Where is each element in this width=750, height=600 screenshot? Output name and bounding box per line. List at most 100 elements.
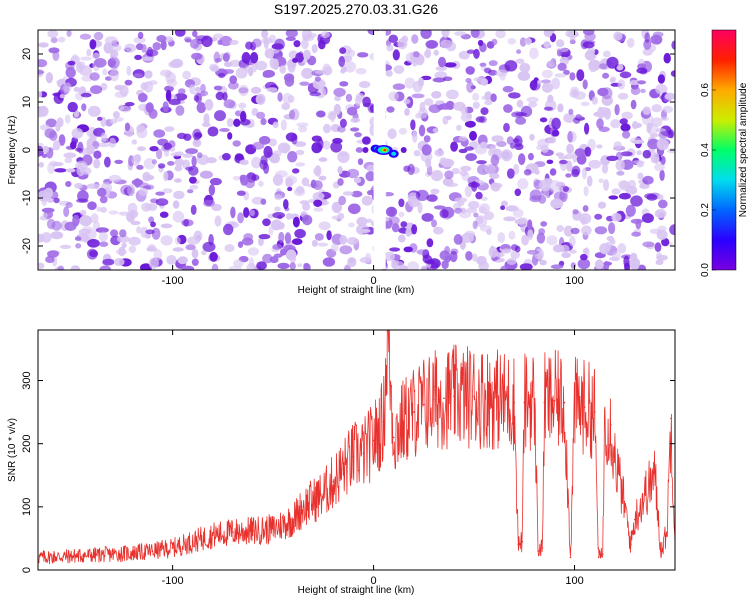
spectrogram-cell xyxy=(203,113,210,125)
spectrogram-cell xyxy=(268,138,277,147)
spectrogram-cell xyxy=(440,39,453,49)
snr-data-point xyxy=(252,530,254,532)
spectrogram-cell xyxy=(488,69,498,76)
spectrogram-cell xyxy=(201,250,207,256)
spectrogram-cell xyxy=(639,183,650,190)
spectrogram-cell xyxy=(159,211,169,218)
spectrogram-cell xyxy=(563,69,570,75)
spectrogram-cell xyxy=(89,250,98,258)
spectrogram-cell xyxy=(565,173,572,178)
spectrogram-cell xyxy=(354,132,362,138)
spectrogram-cell xyxy=(557,103,564,113)
spectrogram-cell xyxy=(294,228,306,239)
snr-data-point xyxy=(543,401,546,404)
spectrogram-cell xyxy=(248,257,255,269)
spectrogram-cell xyxy=(302,214,313,226)
spectrogram-cell xyxy=(421,144,432,156)
spectrogram-cell xyxy=(423,135,431,143)
spectrogram-cell xyxy=(303,262,310,269)
spectrogram-cell xyxy=(214,110,226,122)
snr-data-point xyxy=(583,406,586,408)
spectrogram-cell xyxy=(655,259,664,265)
spectrogram-cell xyxy=(70,265,80,270)
spectrogram-cell xyxy=(277,262,290,270)
spectrogram-cell xyxy=(313,199,323,207)
spectrogram-cell xyxy=(510,244,519,251)
spectrogram-cell xyxy=(468,181,480,188)
snr-data-point xyxy=(362,452,365,455)
spectrogram-cell xyxy=(632,120,639,130)
spectrogram-cell xyxy=(642,106,651,115)
spectrogram-cell xyxy=(163,171,169,182)
spectrogram-cell xyxy=(559,244,570,253)
spectrogram-cell xyxy=(547,94,554,104)
spectrogram-cell xyxy=(151,159,157,165)
spectrogram-cell xyxy=(331,243,339,253)
spectrogram-cell xyxy=(424,49,432,59)
spectrogram-cell xyxy=(408,195,420,208)
spectrogram-cell xyxy=(41,198,47,207)
spectrogram-cell xyxy=(434,71,448,80)
spectrogram-cell xyxy=(54,168,67,173)
spectrogram-cell xyxy=(501,248,512,254)
spectrogram-cell xyxy=(508,92,521,99)
spectrogram-cell xyxy=(584,122,590,135)
spectrogram-cell xyxy=(301,38,309,50)
spectrogram-cell xyxy=(617,79,625,90)
spectrogram-cell xyxy=(124,102,135,107)
spectrogram-cell xyxy=(484,100,493,106)
spectrogram-cell xyxy=(271,43,284,50)
spectrogram-cell xyxy=(581,167,588,180)
spectrogram-cell xyxy=(351,190,363,198)
spectrogram-cell xyxy=(495,252,505,258)
spectrogram-cell xyxy=(318,157,328,162)
spectrogram-cell xyxy=(89,72,100,81)
spectrogram-cell xyxy=(144,204,158,210)
spectrogram-cell xyxy=(596,144,603,149)
spectrogram-cell xyxy=(622,130,631,139)
spectrogram-cell xyxy=(568,108,574,115)
snr-plot-area xyxy=(38,330,675,565)
spectrogram-cell xyxy=(86,144,95,155)
spectrogram-cell xyxy=(162,188,173,194)
spectrogram-cell xyxy=(292,168,300,174)
spectrogram-cell xyxy=(330,141,343,153)
spectrogram-cell xyxy=(465,66,475,75)
spectrogram-cell xyxy=(347,257,357,268)
spectrogram-cell xyxy=(503,122,510,133)
spectrogram-cell xyxy=(148,80,158,86)
spectrogram-cell xyxy=(480,196,488,201)
spectrogram-cell xyxy=(465,153,477,162)
spectrogram-cell xyxy=(539,259,547,266)
spectrogram-cell xyxy=(266,87,278,93)
spectrogram-cell xyxy=(272,243,283,250)
spectrogram-cell xyxy=(196,102,207,114)
spectrogram-cell xyxy=(588,59,601,71)
colorbar-tick-label: 0.2 xyxy=(700,203,711,217)
spectrogram-cell xyxy=(551,117,561,130)
spectrogram-cell xyxy=(66,30,72,37)
spectrogram-cell xyxy=(546,159,554,164)
spectrogram-cell xyxy=(488,60,498,67)
spectrogram-cell xyxy=(643,39,652,50)
spectrogram-cell xyxy=(285,175,298,185)
spectrogram-cell xyxy=(108,137,117,148)
spectrogram-cell xyxy=(469,130,477,141)
spectrogram-cell xyxy=(632,160,645,165)
spectrogram-cell xyxy=(516,99,524,108)
spectrogram-cell xyxy=(50,37,58,44)
spectrogram-cell xyxy=(168,98,181,106)
snr-data-point xyxy=(513,401,515,404)
spectrogram-cell xyxy=(625,204,636,217)
spectrogram-cell xyxy=(602,72,610,79)
snr-data-point xyxy=(402,420,405,423)
spectrogram-cell xyxy=(599,63,608,70)
spectrogram-cell xyxy=(285,36,296,41)
spectrogram-cell xyxy=(479,62,487,67)
spectrogram-cell xyxy=(71,127,84,139)
snr-points xyxy=(38,330,675,559)
spectrogram-cell xyxy=(586,175,593,187)
spectrogram-cell xyxy=(411,224,418,235)
spectrogram-cell xyxy=(46,218,56,230)
spectrogram-cell xyxy=(314,76,321,82)
